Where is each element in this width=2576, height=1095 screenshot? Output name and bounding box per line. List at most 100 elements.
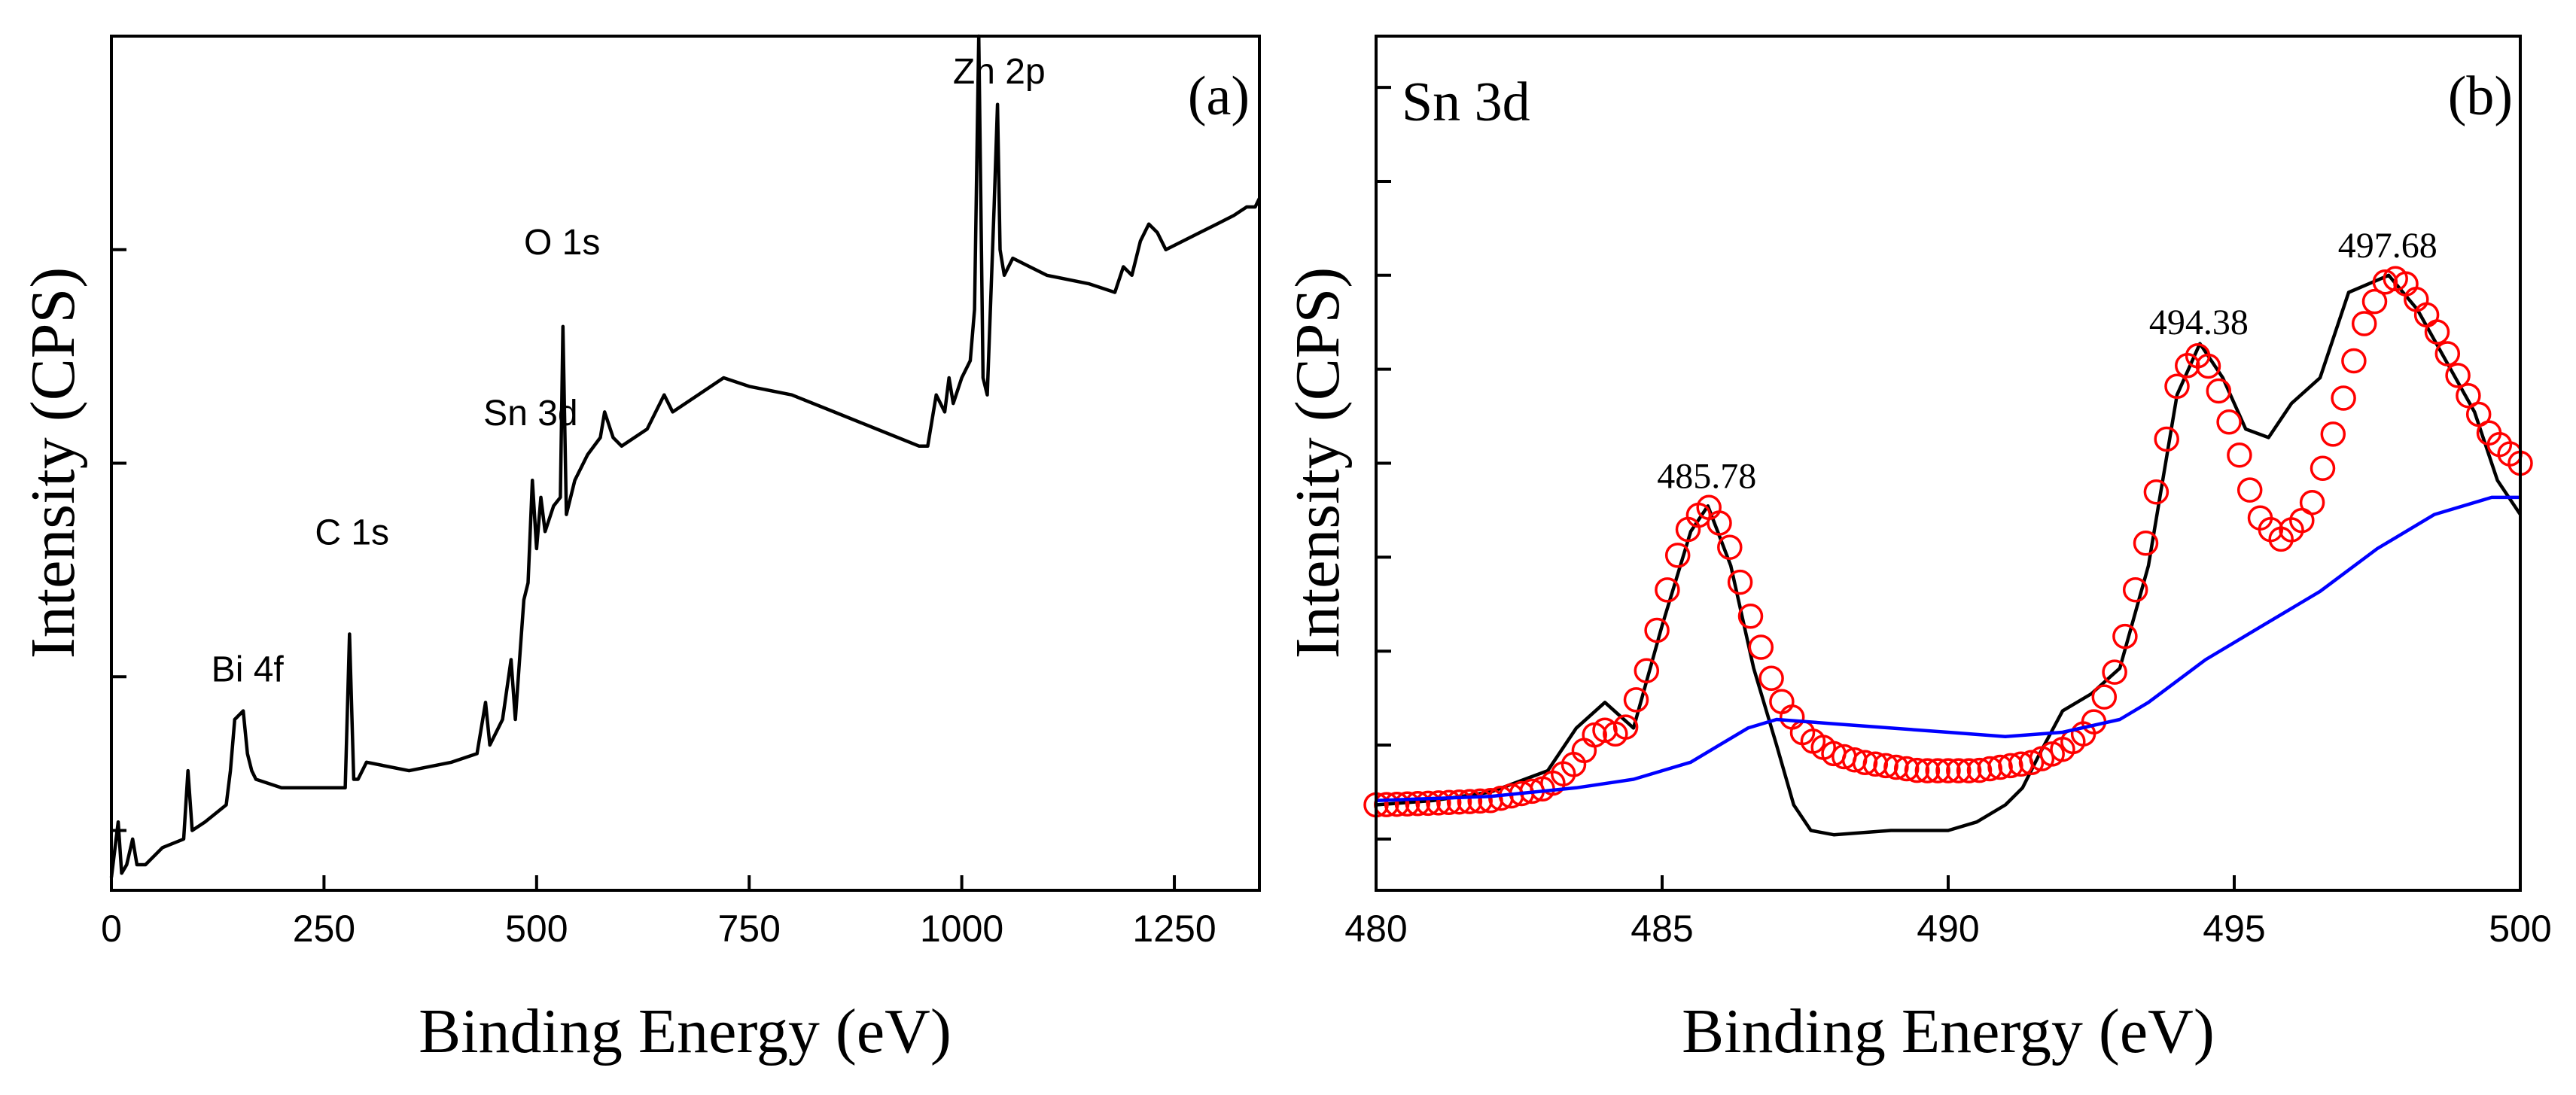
x-tick-label: 1250 — [1132, 908, 1216, 950]
fit-point — [1914, 758, 1941, 783]
panel-a-letter: (a) — [1188, 65, 1250, 127]
panel-a-ticks: 0 250 500 750 1000 1250 — [101, 35, 1216, 950]
x-tick-label: 480 — [1344, 908, 1407, 950]
fit-point — [2195, 353, 2221, 379]
fit-point — [1883, 754, 1909, 780]
x-tick-label: 500 — [2489, 908, 2551, 950]
fit-point — [1852, 750, 1878, 776]
x-tick-label: 485 — [1631, 908, 1693, 950]
fit-point — [1758, 665, 1784, 692]
fit-point — [2018, 750, 2045, 776]
panel-a-x-axis-title: Binding Energy (eV) — [419, 996, 952, 1066]
fit-point — [2445, 363, 2471, 388]
fit-point — [1935, 758, 1961, 783]
x-tick-label: 500 — [505, 908, 568, 950]
fit-point — [2456, 382, 2481, 409]
fit-point — [2320, 421, 2346, 447]
fit-point — [2372, 269, 2398, 295]
panel-b-curves — [1363, 266, 2533, 837]
x-tick-label: 750 — [718, 908, 781, 950]
peak-annotation: 494.38 — [2149, 303, 2249, 342]
peak-annotation: Sn 3d — [483, 394, 577, 433]
fit-point — [2216, 409, 2242, 435]
panel-a-survey-chart: 0 250 500 750 1000 1250 Bi 4f C 1s Sn 3d O 1s Zn … — [18, 34, 1262, 1066]
x-tick-label: 1000 — [920, 908, 1003, 950]
fit-point — [1862, 751, 1889, 777]
panel-b-letter: (b) — [2448, 65, 2513, 127]
peak-annotation: O 1s — [524, 223, 600, 263]
fit-point — [2310, 455, 2336, 482]
panel-b-x-axis-title: Binding Energy (eV) — [1682, 996, 2215, 1066]
fit-point — [2164, 373, 2190, 400]
series-survey-spectrum — [109, 34, 1262, 878]
fit-point — [1779, 704, 1805, 730]
fit-point — [1893, 756, 1920, 782]
fit-point — [1769, 689, 1795, 715]
fit-point — [1436, 789, 1462, 816]
fit-point — [2133, 531, 2159, 556]
fit-point — [2236, 477, 2263, 503]
panel-b-sn3d-chart: 480 485 490 495 500 485.78 494.38 497.68 Sn 3d… — [1283, 35, 2552, 1066]
peak-annotation: 497.68 — [2338, 226, 2437, 266]
fit-point — [2434, 341, 2461, 367]
fit-point — [1956, 758, 1982, 783]
fit-point — [1727, 569, 1753, 595]
fit-point — [1977, 756, 2003, 782]
fit-point — [1634, 658, 1660, 683]
panel-b-frame — [1375, 35, 2522, 892]
fit-point — [2424, 319, 2450, 345]
fit-point — [1737, 604, 1764, 629]
fit-point — [2331, 385, 2356, 411]
fit-point — [1446, 789, 1472, 815]
panel-b-y-axis-title: Intensity (CPS) — [1283, 267, 1353, 659]
fit-point — [1998, 753, 2023, 779]
fit-point — [2154, 426, 2179, 452]
series-background — [1375, 495, 2520, 803]
fit-point — [1664, 543, 1691, 568]
peak-annotation: 485.78 — [1657, 456, 1756, 496]
fit-point — [1987, 754, 2013, 780]
panel-a-frame — [110, 35, 1261, 892]
fit-point — [1966, 757, 1993, 783]
fit-point — [1612, 714, 1639, 740]
fit-point — [1655, 577, 1680, 603]
fit-point — [1925, 758, 1950, 783]
fit-point — [2465, 401, 2492, 427]
panel-a-curves — [109, 34, 1262, 878]
fit-point — [2143, 479, 2170, 505]
panel-a-y-axis-title: Intensity (CPS) — [18, 267, 88, 659]
peak-annotation: C 1s — [315, 513, 389, 553]
fit-point — [2102, 659, 2127, 685]
fit-point — [1644, 617, 1670, 643]
fit-point — [1426, 790, 1451, 816]
fit-point — [1623, 687, 1649, 713]
fit-point — [1873, 753, 1899, 779]
fit-point — [2299, 489, 2325, 516]
fit-point — [1904, 757, 1930, 783]
fit-point — [2351, 311, 2377, 336]
fit-point — [1467, 788, 1493, 814]
x-tick-label: 250 — [293, 908, 355, 950]
fit-point — [1415, 790, 1441, 817]
fit-point — [2341, 348, 2367, 374]
fit-point — [2122, 576, 2148, 603]
fit-point — [1748, 634, 1774, 660]
fit-point — [1394, 791, 1420, 817]
series-measured — [1375, 273, 2522, 837]
peak-annotation: Zn 2p — [953, 52, 1046, 92]
fit-point — [1717, 534, 1743, 560]
fit-point — [1457, 789, 1483, 814]
fit-point — [2206, 378, 2232, 404]
fit-point — [2227, 442, 2252, 468]
fit-point — [1707, 510, 1732, 536]
fit-point — [1384, 791, 1410, 817]
fit-point — [1946, 758, 1972, 783]
fit-point — [2112, 623, 2138, 649]
peak-annotation: Bi 4f — [212, 649, 285, 689]
x-tick-label: 0 — [101, 908, 122, 950]
x-tick-label: 490 — [1917, 908, 1979, 950]
panel-b-title: Sn 3d — [1402, 71, 1530, 133]
fit-point — [2361, 288, 2388, 315]
